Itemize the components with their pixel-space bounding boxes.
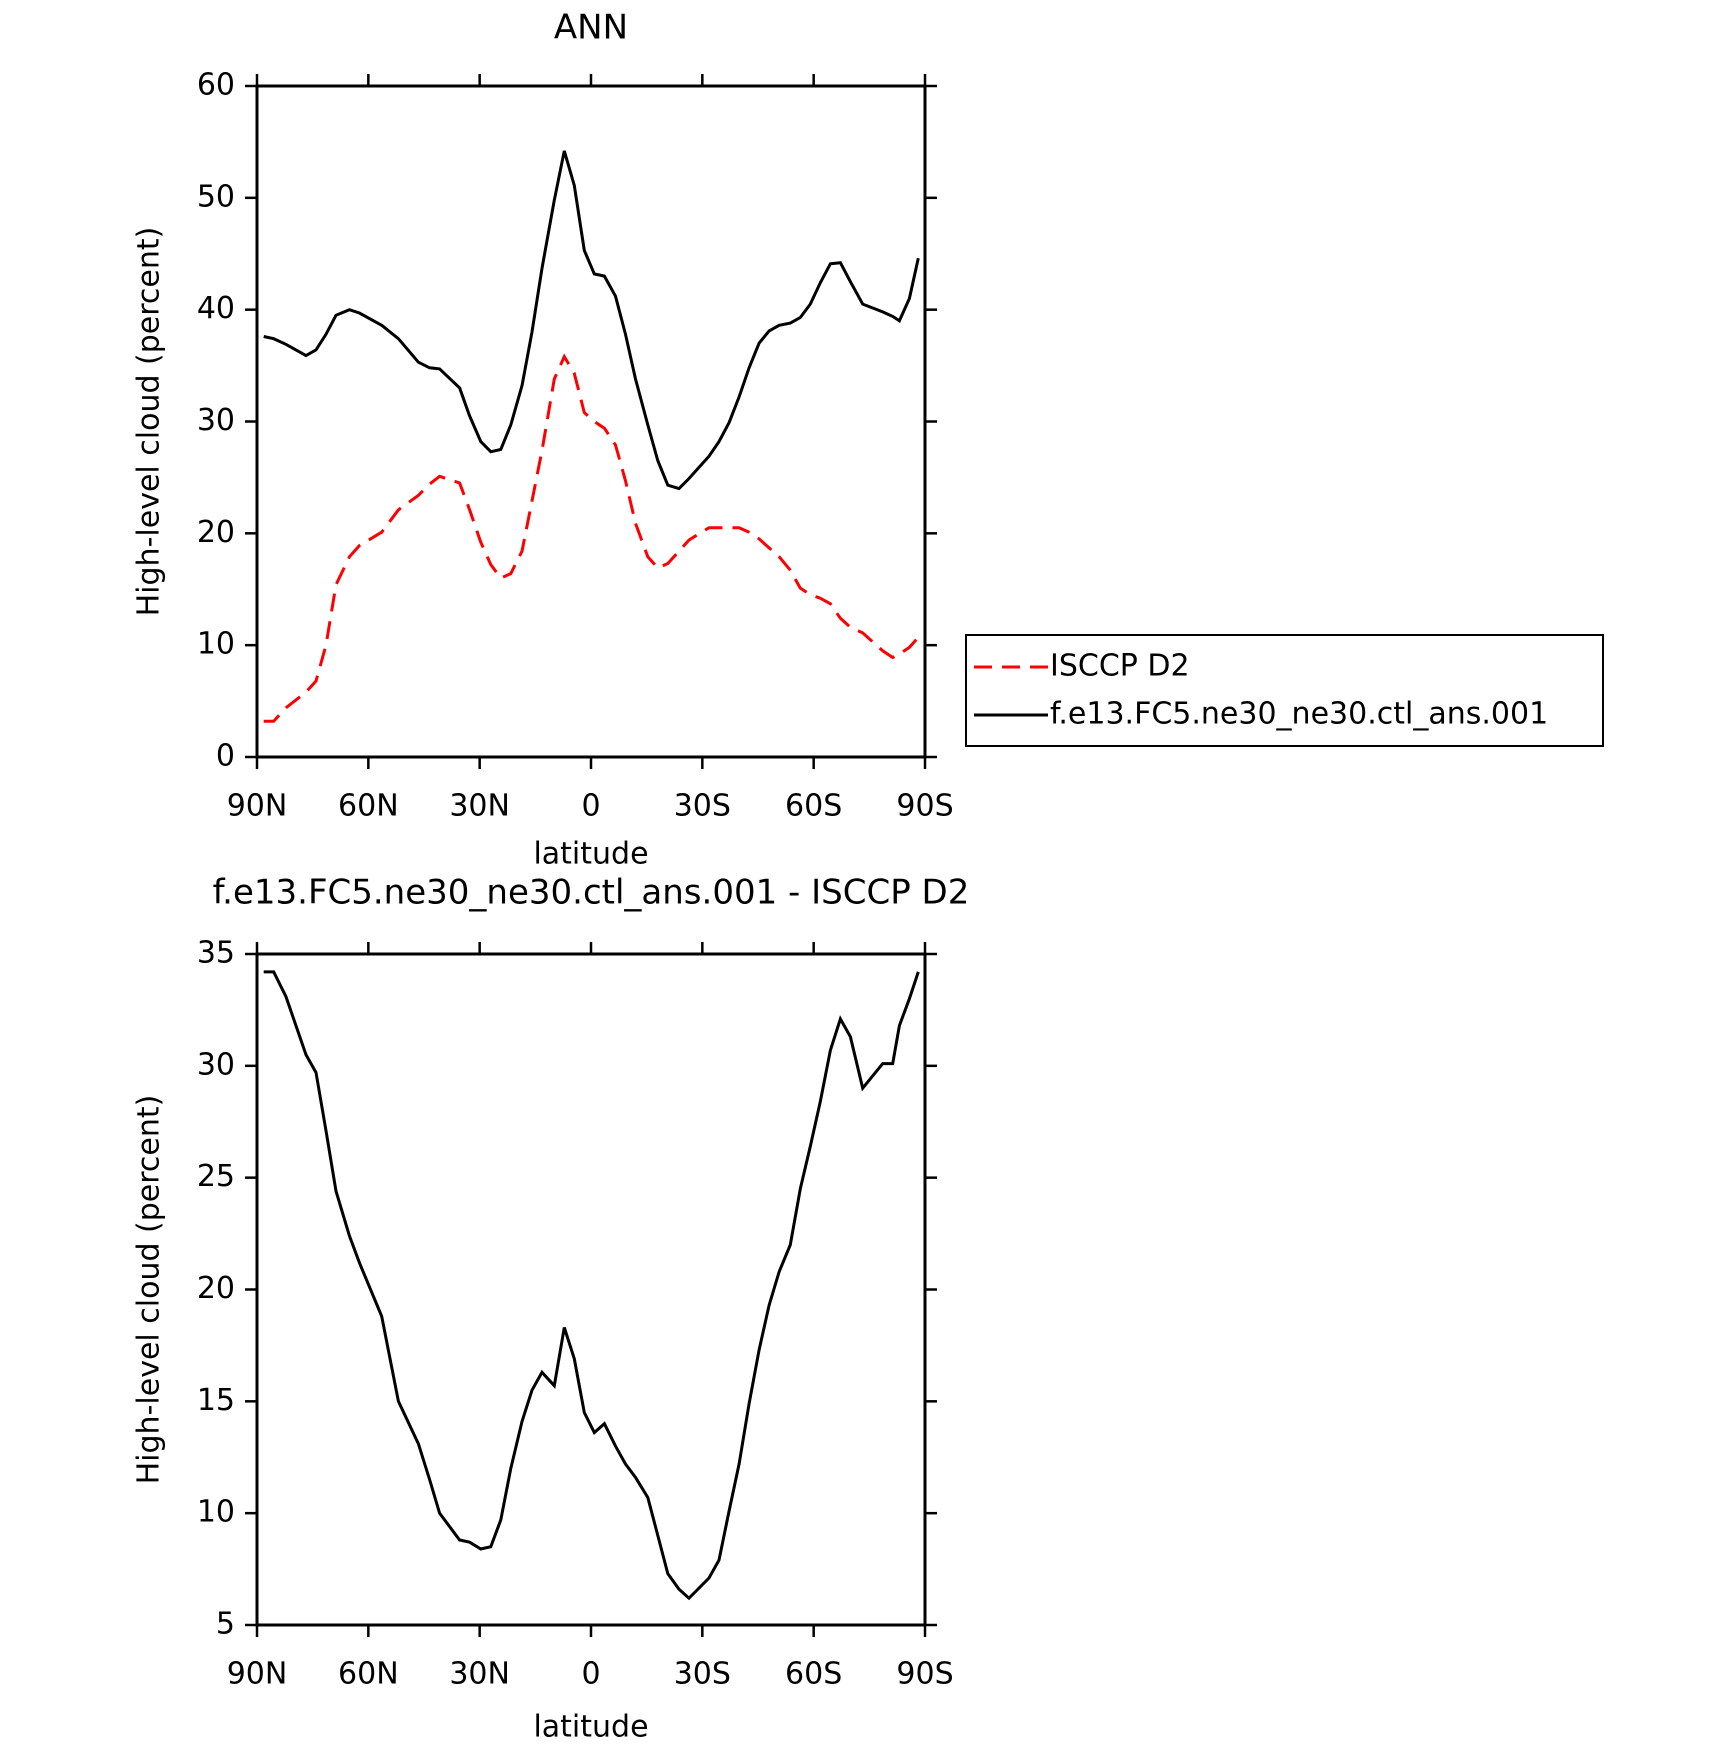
- x-tick-label: 90S: [896, 1657, 953, 1692]
- data-line: [263, 150, 920, 491]
- y-tick-label: 10: [197, 627, 235, 662]
- y-tick-label: 15: [197, 1383, 235, 1418]
- x-tick-label: 90N: [227, 1657, 288, 1692]
- y-tick-label: 5: [216, 1607, 235, 1642]
- y-tick-label: 20: [197, 1271, 235, 1306]
- y-tick-label: 20: [197, 515, 235, 550]
- y-tick-label: 60: [197, 68, 235, 103]
- x-tick-label: 30N: [449, 1657, 510, 1692]
- x-axis-label: latitude: [533, 1710, 648, 1745]
- y-tick-label: 30: [197, 1047, 235, 1082]
- x-tick-label: 60N: [338, 1657, 399, 1692]
- x-tick-label: 60S: [785, 789, 842, 824]
- x-tick-label: 0: [581, 1657, 600, 1692]
- y-tick-label: 0: [216, 739, 235, 774]
- x-tick-label: 90S: [896, 789, 953, 824]
- x-axis-label: latitude: [533, 837, 648, 872]
- y-axis-label: High-level cloud (percent): [132, 227, 167, 617]
- x-tick-label: 60S: [785, 1657, 842, 1692]
- y-tick-label: 30: [197, 403, 235, 438]
- x-tick-label: 30N: [449, 789, 510, 824]
- legend-label: ISCCP D2: [1050, 649, 1190, 684]
- plot-frame: [255, 952, 927, 1627]
- x-tick-label: 30S: [674, 1657, 731, 1692]
- legend-box: [965, 634, 1604, 747]
- x-tick-label: 90N: [227, 789, 288, 824]
- y-tick-label: 10: [197, 1495, 235, 1530]
- x-tick-label: 0: [581, 789, 600, 824]
- y-tick-label: 35: [197, 936, 235, 971]
- data-line: [263, 970, 920, 1601]
- y-tick-label: 50: [197, 179, 235, 214]
- legend-label: f.e13.FC5.ne30_ne30.ctl_ans.001: [1050, 697, 1548, 732]
- plot-frame: [255, 84, 927, 759]
- data-line: [263, 353, 920, 723]
- x-tick-label: 60N: [338, 789, 399, 824]
- x-tick-label: 30S: [674, 789, 731, 824]
- y-axis-label: High-level cloud (percent): [132, 1095, 167, 1485]
- chart-title: ANN: [554, 8, 628, 48]
- chart-title: f.e13.FC5.ne30_ne30.ctl_ans.001 - ISCCP …: [213, 873, 970, 913]
- y-tick-label: 40: [197, 291, 235, 326]
- legend: ISCCP D2 f.e13.FC5.ne30_ne30.ctl_ans.001: [965, 634, 1604, 747]
- y-tick-label: 25: [197, 1159, 235, 1194]
